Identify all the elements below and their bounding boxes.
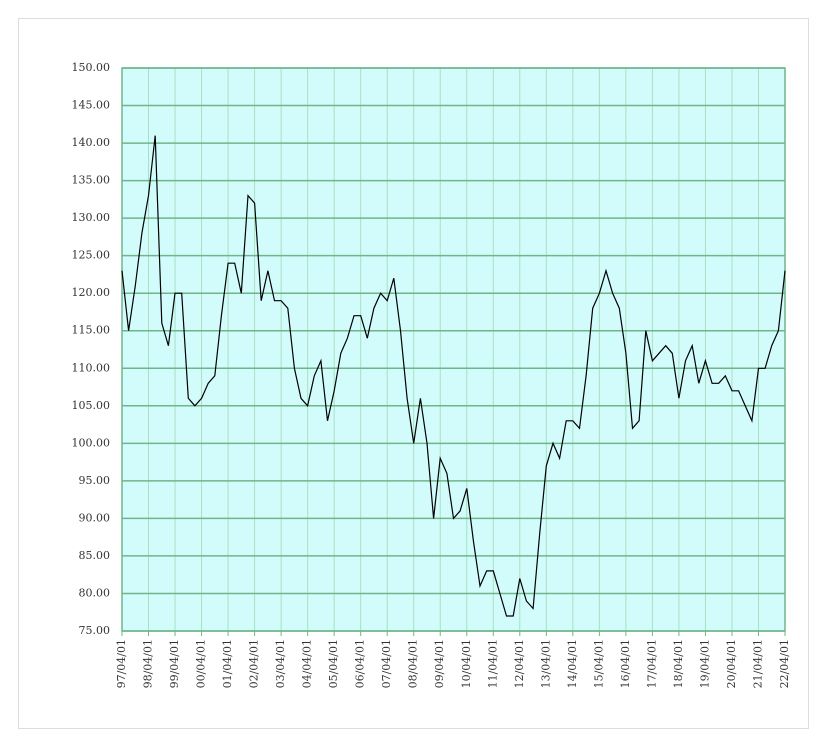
x-tick-label: 00/04/01 (195, 639, 208, 688)
y-tick-label: 75.00 (79, 624, 111, 637)
plot-border (121, 67, 786, 632)
y-tick-label: 120.00 (72, 286, 111, 299)
x-tick-label: 17/04/01 (645, 639, 658, 688)
x-tick-label: 20/04/01 (725, 639, 738, 688)
x-tick-label: 98/04/01 (142, 639, 155, 688)
y-tick-label: 130.00 (72, 211, 111, 224)
x-tick-label: 06/04/01 (354, 639, 367, 688)
x-tick-label: 15/04/01 (592, 639, 605, 688)
y-tick-label: 145.00 (72, 99, 111, 112)
x-tick-label: 99/04/01 (168, 639, 181, 688)
y-tick-label: 80.00 (79, 586, 111, 599)
y-tick-label: 95.00 (79, 474, 111, 487)
y-tick-label: 150.00 (72, 61, 111, 74)
x-tick-label: 02/04/01 (248, 639, 261, 688)
plot-area (122, 68, 785, 631)
x-tick-label: 22/04/01 (778, 639, 791, 688)
x-tick-label: 09/04/01 (433, 639, 446, 688)
x-tick-label: 08/04/01 (407, 639, 420, 688)
y-tick-label: 140.00 (72, 136, 111, 149)
x-tick-label: 16/04/01 (619, 639, 632, 688)
y-tick-label: 85.00 (79, 549, 111, 562)
x-tick-label: 19/04/01 (698, 639, 711, 688)
x-tick-label: 04/04/01 (301, 639, 314, 688)
price-line (121, 135, 786, 617)
y-tick-label: 105.00 (72, 399, 111, 412)
y-tick-label: 115.00 (72, 324, 111, 337)
x-tick-label: 11/04/01 (486, 639, 499, 688)
x-tick-label: 10/04/01 (460, 639, 473, 688)
x-tick-label: 97/04/01 (115, 639, 128, 688)
x-tick-label: 03/04/01 (274, 639, 287, 688)
x-tick-label: 07/04/01 (380, 639, 393, 688)
y-tick-label: 135.00 (72, 174, 111, 187)
x-tick-label: 18/04/01 (672, 639, 685, 688)
y-tick-label: 90.00 (79, 511, 111, 524)
x-tick-label: 12/04/01 (513, 639, 526, 688)
y-tick-label: 125.00 (72, 249, 111, 262)
x-tick-label: 13/04/01 (539, 639, 552, 688)
y-tick-label: 100.00 (72, 436, 111, 449)
y-tick-label: 110.00 (72, 361, 111, 374)
x-tick-label: 01/04/01 (221, 639, 234, 688)
x-tick-label: 05/04/01 (327, 639, 340, 688)
x-tick-label: 14/04/01 (566, 639, 579, 688)
x-tick-label: 21/04/01 (751, 639, 764, 688)
